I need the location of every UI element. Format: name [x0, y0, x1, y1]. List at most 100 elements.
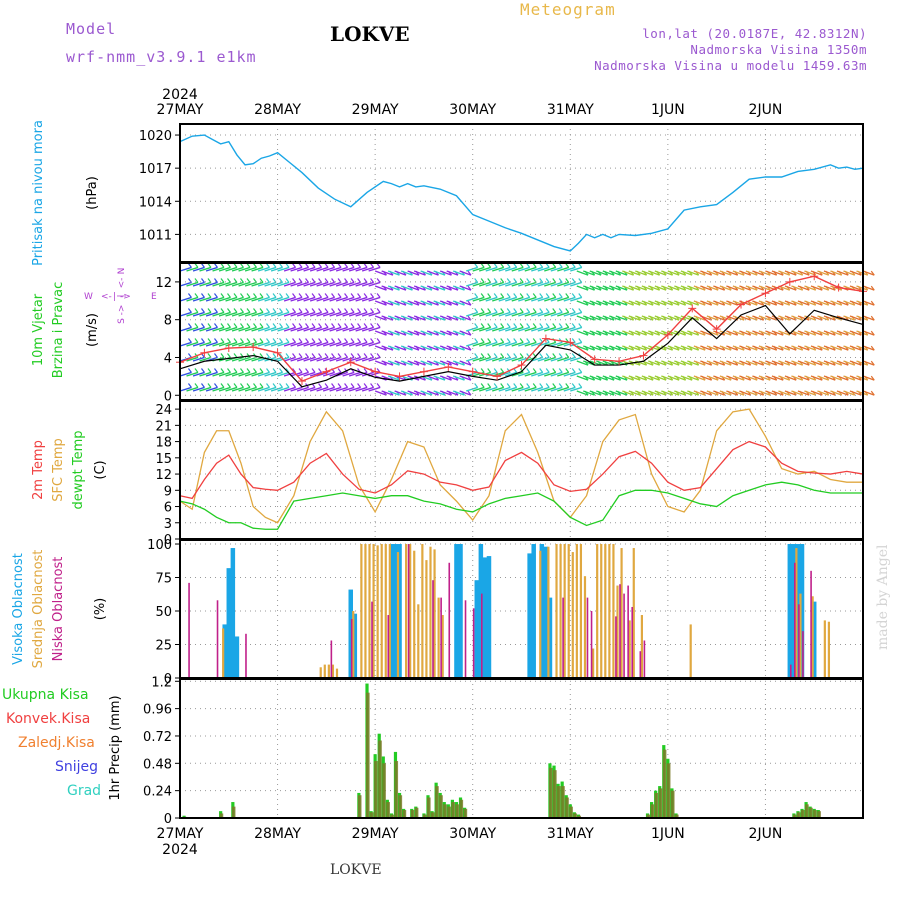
wind-ylabel-2: Brzina i Pravac [51, 282, 66, 379]
high-cloud-bar [482, 557, 488, 678]
wind-barb [752, 300, 764, 306]
wind-barb [765, 270, 777, 276]
rain-convective-bar [443, 804, 447, 818]
wind-barb-flag [539, 278, 544, 283]
wind-barb-flag [480, 323, 485, 328]
wind-barb-flag [272, 263, 277, 268]
wind-barb [446, 315, 459, 321]
wind-barb [791, 330, 803, 336]
wind-barb [283, 326, 296, 332]
wind-barb [849, 285, 862, 291]
wind-barb-flag [480, 263, 485, 268]
wind-barb [693, 375, 706, 381]
wind-barb-flag [266, 263, 271, 268]
wind-barb [505, 356, 517, 362]
wind-barb [342, 356, 355, 362]
wind-barb [466, 266, 478, 272]
wind-barb [518, 386, 530, 392]
wind-barb-flag [200, 338, 205, 343]
wind-barb [576, 345, 589, 351]
wind-barb-flag [344, 293, 349, 298]
wind-barb-flag [214, 338, 218, 343]
wind-barb [745, 330, 758, 336]
mid-cloud-bar [409, 544, 412, 678]
wind-barb-flag [337, 338, 342, 343]
wind-barb [446, 270, 459, 276]
wind-barb-flag [571, 323, 576, 328]
wind-barb [251, 266, 264, 272]
wind-barb [680, 375, 693, 381]
temp-unit: (C) [93, 460, 108, 479]
wind-barb-flag [318, 368, 323, 373]
wind-barb [472, 296, 485, 302]
wind-barb [719, 300, 732, 306]
wind-barb [576, 315, 589, 321]
wind-barb [583, 375, 595, 381]
low-cloud-bar [387, 615, 390, 678]
wind-barb [225, 386, 238, 392]
wind-barb [726, 285, 738, 291]
wind-barb [537, 386, 550, 392]
wind-barb-flag [376, 353, 381, 358]
wind-barb [407, 270, 420, 276]
temp-ytick-label: 12 [155, 468, 172, 483]
wind-barb-flag [467, 285, 472, 291]
wind-barb [596, 375, 608, 381]
wind-barb [355, 281, 368, 287]
wind-barb-flag [285, 368, 290, 373]
wind-barb-flag [246, 368, 251, 373]
wind-barb-flag [552, 383, 557, 388]
wind-barb-flag [578, 323, 583, 328]
wind-barb-flag [272, 353, 277, 358]
wind-barb [791, 345, 803, 351]
wind-barb [264, 341, 277, 347]
wind-barb-flag [324, 278, 329, 283]
low-cloud-bar [586, 597, 589, 678]
wind-barb [492, 281, 504, 287]
wind-barb-flag [240, 308, 244, 313]
wind-barb-flag [200, 383, 205, 388]
rain-convective-bar [650, 804, 655, 818]
wind-barb [505, 341, 517, 347]
wind-barb-flag [279, 278, 284, 283]
mid-cloud-bar [799, 593, 802, 678]
wind-barb [778, 270, 790, 276]
wind-barb-flag [311, 338, 316, 343]
rain-convective-bar [382, 763, 386, 818]
wind-barb-flag [253, 368, 257, 373]
wind-barb [270, 371, 283, 377]
temp-ytick-label: 21 [155, 419, 172, 434]
wind-barb [433, 345, 446, 351]
low-cloud-bar [330, 640, 333, 678]
wind-barb [589, 330, 602, 336]
wind-barb [186, 341, 199, 347]
wind-barb [186, 281, 199, 287]
wind-barb [570, 296, 582, 302]
wind-barb [511, 386, 524, 392]
wind-barb [452, 300, 465, 306]
wind-barb [498, 356, 511, 362]
wind-barb [654, 285, 667, 291]
wind-barb [830, 390, 842, 396]
wind-barb [602, 375, 615, 381]
wind-barb [654, 360, 667, 366]
wind-barb-flag [545, 263, 550, 268]
wind-barb [622, 315, 634, 321]
wind-barb-flag [194, 263, 199, 268]
wind-barb [472, 266, 485, 272]
wind-barb [726, 345, 738, 351]
low-cloud-bar [627, 585, 629, 678]
compass-bar: | [117, 294, 127, 297]
wind-barb-flag [357, 293, 362, 298]
wind-barb [231, 311, 244, 317]
precip-frame [179, 678, 864, 819]
low-cloud-bar [371, 601, 373, 678]
wind-barb-flag [272, 383, 277, 388]
wind-barb [387, 375, 400, 381]
wind-barb-flag [259, 293, 264, 298]
wind-barb [693, 285, 706, 291]
wind-barb [439, 270, 452, 276]
wind-barb-flag [266, 383, 271, 388]
wind-barb [257, 371, 270, 377]
